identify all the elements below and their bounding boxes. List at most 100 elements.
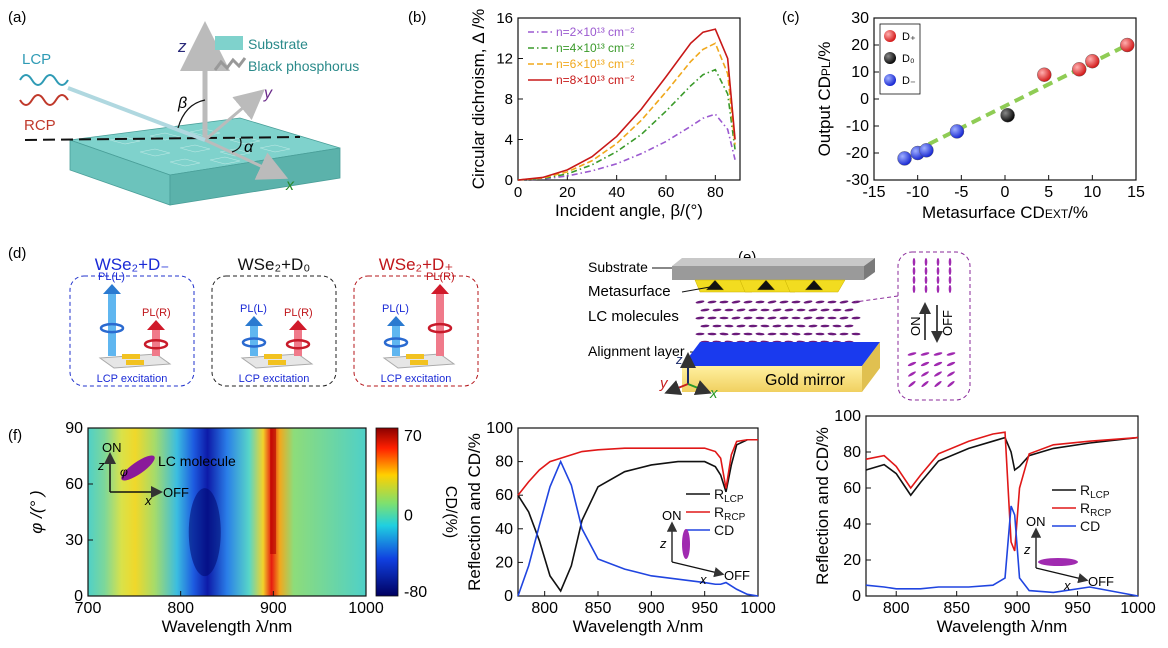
data-point [1120,37,1135,53]
metasurface-array [694,279,846,293]
inset-x-label: x [1063,578,1071,593]
lc-molecule [832,308,842,312]
lc-inset-molecule-off [908,371,916,377]
lc-molecule [748,324,758,328]
pl-left-arrowhead [245,316,263,326]
chip-bar [410,360,428,365]
pl-right-label: PL(R) [142,307,171,319]
pl-left-label: PL(L) [382,303,409,315]
lc-molecule [832,324,842,328]
y-tick-label: 20 [495,554,513,571]
lc-molecule [695,316,705,320]
y-tick-label: 100 [486,420,513,437]
colorbar-tick-label: 70 [404,428,422,445]
lc-molecule [791,300,801,304]
lc-molecule [707,300,717,304]
series-line-2 [517,438,758,496]
lc-molecule [839,300,849,304]
lc-molecule [779,332,789,336]
lc-molecule [748,308,758,312]
lc-molecule [695,332,705,336]
lc-inset-molecule-on [924,258,928,266]
lc-molecule [760,324,770,328]
lc-inset-molecule-off [933,352,943,356]
x-tick-label: 900 [1004,600,1031,617]
excitation-label: LCP excitation [97,373,168,385]
lc-molecule [779,316,789,320]
legend-label-1: RLCP [714,486,744,505]
lc-molecule [784,308,794,312]
colorbar-title: CD/(%) [442,486,459,538]
legend-label-3: n=6×10¹³ cm⁻² [556,57,634,71]
excitation-label: LCP excitation [381,373,452,385]
lc-molecule [731,300,741,304]
group-title-1: WSe₂+D₋ [95,255,170,274]
y-tick-label: 10 [851,64,869,81]
inset-on-label: ON [102,440,122,455]
x-tick-label: -15 [862,184,885,201]
e-off-label: OFF [940,310,955,336]
legend-substrate-swatch [215,36,243,50]
legend-label-2: RRCP [714,504,746,523]
pl-left-rotation [99,322,125,334]
inset-x-axis [1035,567,1089,584]
lc-molecule [743,332,753,336]
e-inset-box [897,251,971,401]
colorbar-tick-label: 0 [404,507,413,524]
lc-molecule [755,300,765,304]
lc-molecule [700,324,710,328]
lc-inset-molecule-on [912,276,916,284]
series-line-1 [517,438,758,593]
data-point [1072,62,1087,77]
series-line-4 [517,28,736,181]
legend-label-1: RLCP [1080,482,1110,501]
e-on-label: ON [908,317,923,337]
lc-molecule [767,316,777,320]
y-tick-label: -30 [846,172,869,189]
group-box-3 [353,275,479,387]
data-point [1000,107,1015,123]
data-point [1085,54,1100,69]
y-tick-label: 60 [65,476,83,493]
lc-inset-molecule-off [907,352,917,356]
x-tick-label: 15 [1127,184,1145,201]
lc-molecule [707,316,717,320]
y-axis-label: y [263,85,273,102]
lc-inset-molecule-on [924,285,928,293]
y-tick-label: 0 [505,172,513,189]
series-line-2 [865,431,1139,552]
lc-inset-molecule-off [946,361,956,367]
series-line-2 [517,68,736,181]
lc-molecule [760,308,770,312]
chip-bar [268,360,286,365]
lc-molecule [767,332,777,336]
lc-molecule [803,316,813,320]
lc-molecule [839,332,849,336]
y-tick-label: 20 [851,37,869,54]
lc-molecule [695,300,705,304]
lc-molecule [724,308,734,312]
x-tick-label: 950 [691,600,718,617]
inset-lc-molecule [682,529,690,559]
lc-molecule [724,324,734,328]
gold-mirror-side [862,342,880,392]
y-axis [204,89,265,142]
series-line-3 [517,42,736,181]
pl-left-label: PL(L) [98,271,125,283]
lc-inset-molecule-off [921,380,929,388]
lc-molecule [839,316,849,320]
data-point [919,143,934,158]
x-tick-label: 20 [559,184,576,201]
group-box-2 [211,275,337,387]
inset-phi-label: φ [120,465,128,479]
e-substrate-top [672,258,875,266]
x-tick-label: 0 [514,184,522,201]
x-tick-label: 5 [1044,184,1053,201]
x-axis-title: Wavelength λ/nm [937,617,1068,636]
x-tick-label: 850 [943,600,970,617]
x-tick-label: 800 [531,600,558,617]
pl-right-label: PL(R) [284,307,313,319]
y-tick-label: 0 [74,588,83,605]
